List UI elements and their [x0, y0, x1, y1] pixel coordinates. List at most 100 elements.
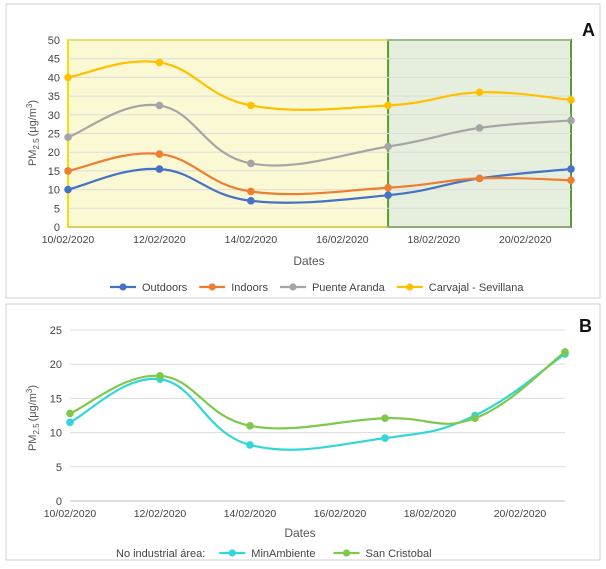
panel-a-xlabel: Dates: [293, 254, 324, 268]
panel-a-legend: Outdoors Indoors Puente Aranda Carvajal - S…: [110, 282, 524, 294]
x-tick-label: 14/02/2020: [224, 508, 277, 520]
svg-text:PM2.5(μg/m3): PM2.5 (μg/m3): [25, 100, 41, 166]
x-tick-label: 18/02/2020: [408, 234, 461, 246]
data-point: [64, 185, 72, 194]
x-tick-label: 12/02/2020: [133, 234, 186, 246]
data-point: [471, 414, 479, 423]
series-line: [67, 152, 572, 196]
y-tick-label: 25: [48, 129, 60, 141]
ylabel-close: ): [27, 100, 39, 104]
data-point: [561, 348, 569, 356]
data-point: [381, 434, 389, 442]
y-tick-label: 50: [48, 35, 60, 47]
data-point: [247, 197, 255, 205]
panel-b-plot: 0 5 10 15 20 25 10/02/2020 12/02/2020 14/02/2020…: [44, 325, 569, 520]
y-tick-label: 0: [56, 496, 62, 508]
data-point: [567, 176, 575, 185]
x-tick-label: 20/02/2020: [499, 234, 552, 246]
ylabel-base: PM: [27, 150, 39, 167]
y-tick-label: 20: [48, 147, 60, 159]
y-tick-label: 45: [48, 54, 60, 66]
legend-label: Indoors: [231, 282, 268, 294]
legend-swatch-marker: [406, 283, 414, 291]
ylabel-unit: (μg/m: [27, 393, 39, 421]
data-point: [567, 116, 575, 125]
data-point: [384, 183, 392, 192]
data-point: [155, 150, 164, 158]
legend-label: San Cristobal: [365, 548, 431, 560]
ylabel-sub: 2.5: [32, 423, 41, 435]
legend-label: Carvajal - Sevillana: [429, 282, 525, 294]
y-tick-label: 30: [48, 110, 60, 122]
data-point: [64, 133, 72, 142]
panel-b-legend: No industrial área: MinAmbiente San Cristo…: [116, 548, 432, 560]
ylabel-sub: 2.5: [32, 138, 41, 150]
data-point: [567, 165, 575, 173]
legend-prefix: No industrial área:: [116, 548, 205, 560]
x-tick-label: 20/02/2020: [494, 508, 547, 520]
x-tick-label: 16/02/2020: [314, 508, 367, 520]
legend-swatch-marker: [289, 283, 297, 291]
x-tick-label: 16/02/2020: [316, 234, 369, 246]
data-point: [64, 73, 72, 82]
data-point: [475, 88, 484, 97]
ylabel-base: PM: [27, 435, 39, 452]
series-line: [69, 351, 566, 430]
data-point: [247, 187, 255, 196]
legend-swatch-marker: [342, 549, 351, 557]
y-tick-label: 10: [48, 185, 60, 197]
ylabel-unit: (μg/m: [27, 108, 39, 136]
panel-b-ylabel: PM2.5 (μg/m3): [25, 385, 41, 451]
y-tick-label: 15: [50, 393, 62, 405]
data-point: [247, 101, 255, 110]
ylabel-sup: 3: [25, 103, 34, 108]
y-tick-label: 35: [48, 91, 60, 103]
x-tick-label: 14/02/2020: [225, 234, 278, 246]
data-point: [384, 142, 392, 151]
panel-b-xlabel: Dates: [284, 526, 315, 540]
y-tick-label: 5: [54, 203, 60, 215]
panel-a-letter: A: [582, 20, 595, 40]
data-point: [247, 159, 255, 168]
data-point: [155, 165, 164, 173]
data-point: [155, 58, 164, 67]
y-tick-label: 0: [54, 222, 60, 234]
legend-label: MinAmbiente: [251, 548, 315, 560]
data-point: [156, 372, 164, 380]
data-point: [155, 101, 164, 110]
svg-text:PM2.5(μg/m3): PM2.5 (μg/m3): [25, 385, 41, 451]
legend-swatch-marker: [228, 549, 236, 557]
legend-swatch-marker: [208, 283, 216, 291]
y-tick-label: 10: [50, 428, 62, 440]
data-point: [64, 167, 72, 175]
panel-a-plot: 0 5 10 15 20 25 30 35 40 45 50 10/02/2020 12/02/2020…: [42, 35, 575, 246]
ylabel-sup: 3: [25, 388, 34, 393]
data-point: [567, 96, 575, 104]
data-point: [66, 418, 74, 427]
data-point: [66, 409, 74, 418]
data-point: [384, 191, 392, 200]
series-line: [67, 60, 572, 112]
y-tick-label: 15: [48, 166, 60, 178]
panel-a-ylabel: PM2.5 (μg/m3): [25, 100, 41, 166]
data-point: [381, 414, 389, 423]
ylabel-close: ): [27, 385, 39, 389]
y-tick-label: 25: [50, 325, 62, 337]
x-tick-label: 10/02/2020: [42, 234, 95, 246]
y-tick-label: 40: [48, 72, 60, 84]
series-line: [69, 353, 566, 451]
legend-label: Puente Aranda: [312, 282, 386, 294]
panel-b-frame: [5, 303, 601, 561]
x-tick-label: 12/02/2020: [134, 508, 187, 520]
data-point: [246, 421, 254, 430]
legend-label: Outdoors: [142, 282, 188, 294]
data-point: [384, 101, 392, 110]
data-point: [475, 174, 484, 183]
y-tick-label: 20: [50, 359, 62, 371]
x-tick-label: 10/02/2020: [44, 508, 97, 520]
legend-swatch-marker: [119, 283, 127, 291]
panel-b-letter: B: [579, 316, 592, 336]
x-tick-label: 18/02/2020: [404, 508, 457, 520]
